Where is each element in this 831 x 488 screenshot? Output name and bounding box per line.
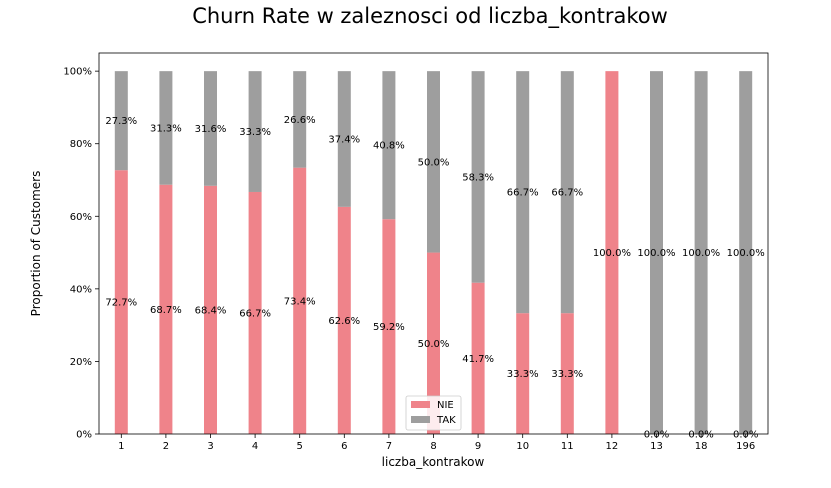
bar-nie-7: [382, 219, 396, 434]
data-label-nie-6: 62.6%: [328, 316, 360, 327]
bar-tak-7: [382, 71, 396, 220]
bar-nie-8: [427, 252, 440, 434]
legend-swatch-nie: [411, 401, 430, 408]
bar-nie-5: [293, 167, 307, 435]
bar-tak-2: [159, 71, 173, 185]
bar-tak-196: [739, 71, 753, 435]
bar-tak-10: [516, 71, 530, 314]
x-tick-label: 2: [163, 441, 169, 452]
data-label-nie-4: 66.7%: [239, 308, 271, 319]
bar-nie-1: [114, 170, 128, 434]
data-label-nie-2: 68.7%: [150, 305, 182, 316]
x-tick-label: 18: [695, 441, 708, 452]
bar-tak-5: [293, 71, 307, 168]
bar-nie-6: [337, 206, 351, 434]
legend-swatch-tak: [411, 416, 430, 423]
x-tick-label: 13: [650, 441, 663, 452]
bar-tak-13: [650, 71, 663, 435]
data-label-nie-5: 73.4%: [284, 296, 316, 307]
chart-title: Churn Rate w zaleznosci od liczba_kontra…: [192, 4, 668, 29]
bar-tak-1: [114, 71, 128, 171]
legend-label-tak: TAK: [436, 415, 456, 426]
data-label-nie-12: 100.0%: [593, 248, 631, 259]
x-tick-label: 6: [341, 441, 347, 452]
data-label-tak-1: 27.3%: [105, 116, 137, 127]
bar-nie-3: [204, 185, 217, 434]
bar-nie-2: [159, 184, 173, 434]
x-tick-label: 9: [475, 441, 481, 452]
data-label-nie-11: 33.3%: [551, 369, 583, 380]
bar-nie-11: [560, 313, 574, 434]
bar-tak-9: [471, 71, 485, 283]
bar-nie-12: [605, 71, 619, 435]
legend: NIE TAK: [405, 395, 462, 431]
x-tick-label: 11: [561, 441, 574, 452]
x-tick-label: 4: [252, 441, 258, 452]
plot-area: 72.7% 27.3% 68.7% 31.3% 68.4% 31.6% 66.7% 33.3%…: [63, 52, 769, 452]
y-tick-label: 80%: [70, 139, 92, 150]
data-label-nie-3: 68.4%: [195, 305, 227, 316]
data-label-tak-13: 100.0%: [637, 248, 675, 259]
data-label-tak-196: 100.0%: [727, 248, 765, 259]
data-label-tak-9: 58.3%: [462, 172, 494, 183]
x-tick-label: 12: [606, 441, 619, 452]
data-label-nie-8: 50.0%: [418, 339, 450, 350]
data-label-tak-5: 26.6%: [284, 115, 316, 126]
x-axis-label: liczba_kontrakow: [382, 455, 485, 469]
y-tick-label: 100%: [63, 67, 92, 78]
data-label-tak-18: 100.0%: [682, 248, 720, 259]
data-label-nie-9: 41.7%: [462, 354, 494, 365]
y-tick-label: 40%: [70, 284, 92, 295]
data-label-tak-7: 40.8%: [373, 141, 405, 152]
x-tick-label: 3: [207, 441, 213, 452]
x-tick-label: 7: [386, 441, 392, 452]
y-tick-label: 20%: [70, 357, 92, 368]
bar-nie-10: [516, 313, 530, 434]
bar-nie-4: [248, 191, 262, 434]
data-label-tak-8: 50.0%: [418, 157, 450, 168]
legend-label-nie: NIE: [437, 400, 454, 411]
bar-tak-18: [694, 71, 708, 435]
x-tick-label: 5: [297, 441, 303, 452]
bar-tak-8: [427, 71, 440, 253]
data-label-tak-3: 31.6%: [195, 124, 227, 135]
data-label-tak-11: 66.7%: [551, 188, 583, 199]
x-tick-label: 196: [736, 441, 755, 452]
y-tick-label: 0%: [76, 430, 92, 441]
x-tick-label: 10: [516, 441, 529, 452]
y-tick-label: 60%: [70, 212, 92, 223]
bar-tak-3: [204, 71, 217, 186]
bar-tak-4: [248, 71, 262, 192]
data-label-tak-4: 33.3%: [239, 127, 271, 138]
data-label-nie-7: 59.2%: [373, 322, 405, 333]
x-tick-label: 1: [118, 441, 124, 452]
x-tick-label: 8: [430, 441, 436, 452]
y-axis-label: Proportion of Customers: [29, 171, 43, 317]
bar-tak-11: [560, 71, 574, 314]
data-label-tak-10: 66.7%: [507, 188, 539, 199]
data-label-tak-6: 37.4%: [328, 134, 360, 145]
bar-tak-6: [337, 71, 351, 207]
data-label-nie-10: 33.3%: [507, 369, 539, 380]
data-label-nie-1: 72.7%: [105, 298, 137, 309]
bar-nie-9: [471, 282, 485, 434]
data-label-tak-2: 31.3%: [150, 123, 182, 134]
